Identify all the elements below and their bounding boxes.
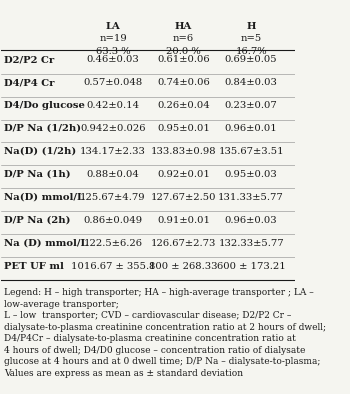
Text: Na (D) mmol/L: Na (D) mmol/L bbox=[4, 239, 88, 248]
Text: 133.83±0.98: 133.83±0.98 bbox=[151, 147, 216, 156]
Text: D/P Na (1/2h): D/P Na (1/2h) bbox=[4, 124, 82, 133]
Text: 122.5±6.26: 122.5±6.26 bbox=[84, 239, 142, 248]
Text: Legend: H – high transporter; HA – high-average transporter ; LA –
low-average t: Legend: H – high transporter; HA – high-… bbox=[4, 288, 326, 377]
Text: 20.0 %: 20.0 % bbox=[166, 46, 201, 56]
Text: 0.86±0.049: 0.86±0.049 bbox=[83, 216, 142, 225]
Text: 1016.67 ± 355.1: 1016.67 ± 355.1 bbox=[71, 262, 155, 271]
Text: 0.84±0.03: 0.84±0.03 bbox=[225, 78, 278, 87]
Text: D/P Na (2h): D/P Na (2h) bbox=[4, 216, 71, 225]
Text: HA: HA bbox=[175, 22, 192, 31]
Text: 600 ± 173.21: 600 ± 173.21 bbox=[217, 262, 286, 271]
Text: 0.57±0.048: 0.57±0.048 bbox=[83, 78, 143, 87]
Text: 0.942±0.026: 0.942±0.026 bbox=[80, 124, 146, 133]
Text: 127.67±2.50: 127.67±2.50 bbox=[151, 193, 216, 202]
Text: 800 ± 268.33: 800 ± 268.33 bbox=[149, 262, 218, 271]
Text: 135.67±3.51: 135.67±3.51 bbox=[218, 147, 284, 156]
Text: LA: LA bbox=[106, 22, 120, 31]
Text: 0.74±0.06: 0.74±0.06 bbox=[157, 78, 210, 87]
Text: 16.7%: 16.7% bbox=[235, 46, 267, 56]
Text: 125.67±4.79: 125.67±4.79 bbox=[80, 193, 146, 202]
Text: n=5: n=5 bbox=[240, 34, 262, 43]
Text: 0.42±0.14: 0.42±0.14 bbox=[86, 101, 140, 110]
Text: D2/P2 Cr: D2/P2 Cr bbox=[4, 55, 55, 64]
Text: 0.26±0.04: 0.26±0.04 bbox=[157, 101, 210, 110]
Text: n=6: n=6 bbox=[173, 34, 194, 43]
Text: 0.23±0.07: 0.23±0.07 bbox=[225, 101, 278, 110]
Text: Na(D) mmol/L: Na(D) mmol/L bbox=[4, 193, 84, 202]
Text: 0.96±0.03: 0.96±0.03 bbox=[225, 216, 278, 225]
Text: 126.67±2.73: 126.67±2.73 bbox=[151, 239, 216, 248]
Text: 0.92±0.01: 0.92±0.01 bbox=[157, 170, 210, 179]
Text: n=19: n=19 bbox=[99, 34, 127, 43]
Text: 0.61±0.06: 0.61±0.06 bbox=[157, 55, 210, 64]
Text: D/P Na (1h): D/P Na (1h) bbox=[4, 170, 71, 179]
Text: 134.17±2.33: 134.17±2.33 bbox=[80, 147, 146, 156]
Text: D4/P4 Cr: D4/P4 Cr bbox=[4, 78, 55, 87]
Text: 0.96±0.01: 0.96±0.01 bbox=[225, 124, 278, 133]
Text: 131.33±5.77: 131.33±5.77 bbox=[218, 193, 284, 202]
Text: D4/Do glucose: D4/Do glucose bbox=[4, 101, 85, 110]
Text: PET UF ml: PET UF ml bbox=[4, 262, 64, 271]
Text: 0.95±0.01: 0.95±0.01 bbox=[157, 124, 210, 133]
Text: 0.69±0.05: 0.69±0.05 bbox=[225, 55, 278, 64]
Text: H: H bbox=[246, 22, 256, 31]
Text: 132.33±5.77: 132.33±5.77 bbox=[218, 239, 284, 248]
Text: 0.91±0.01: 0.91±0.01 bbox=[157, 216, 210, 225]
Text: 63.3 %: 63.3 % bbox=[96, 46, 130, 56]
Text: 0.46±0.03: 0.46±0.03 bbox=[87, 55, 139, 64]
Text: Na(D) (1/2h): Na(D) (1/2h) bbox=[4, 147, 77, 156]
Text: 0.88±0.04: 0.88±0.04 bbox=[86, 170, 139, 179]
Text: 0.95±0.03: 0.95±0.03 bbox=[225, 170, 278, 179]
